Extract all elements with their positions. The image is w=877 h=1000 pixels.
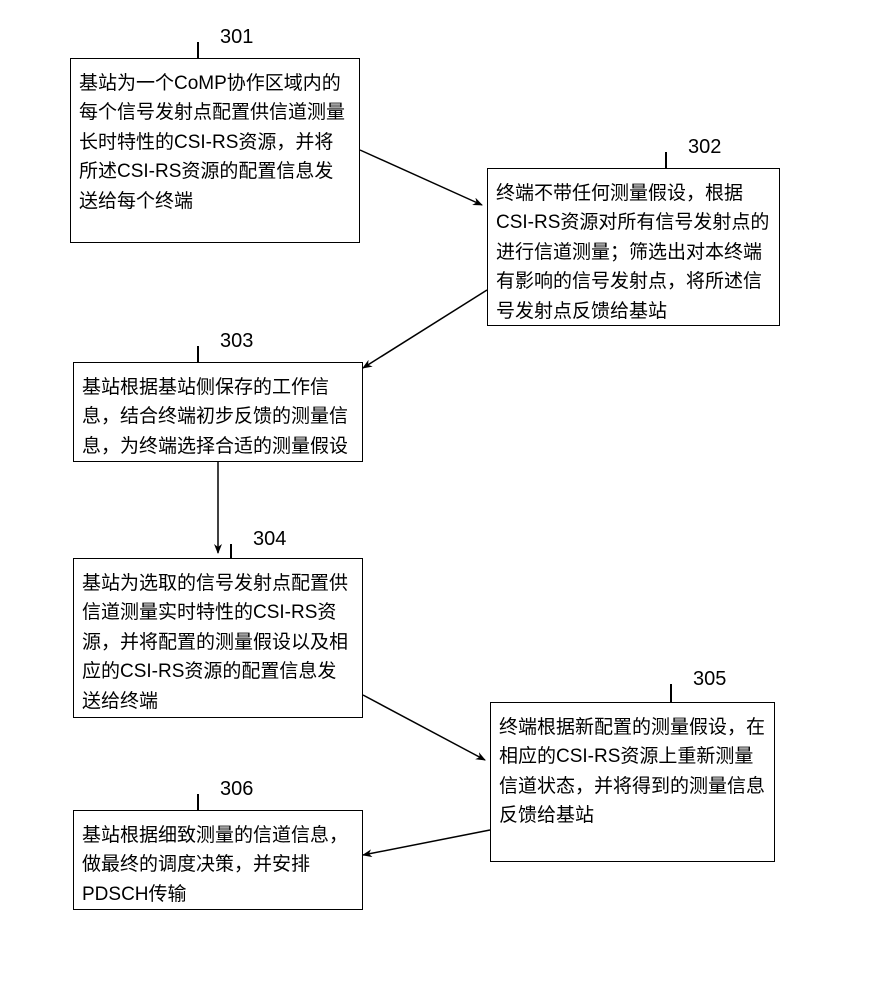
arrow-304-305 xyxy=(363,695,485,760)
node-303: 基站根据基站侧保存的工作信息，结合终端初步反馈的测量信息，为终端选择合适的测量假… xyxy=(73,362,363,462)
arrow-305-306 xyxy=(363,830,490,855)
node-306: 基站根据细致测量的信道信息，做最终的调度决策，并安排PDSCH传输 xyxy=(73,810,363,910)
node-305: 终端根据新配置的测量假设，在相应的CSI-RS资源上重新测量信道状态，并将得到的… xyxy=(490,702,775,862)
node-304-text: 基站为选取的信号发射点配置供信道测量实时特性的CSI-RS资源，并将配置的测量假… xyxy=(82,573,348,712)
arrow-301-302 xyxy=(360,150,482,205)
label-302: 302 xyxy=(688,136,721,159)
label-304: 304 xyxy=(253,528,286,551)
node-306-text: 基站根据细致测量的信道信息，做最终的调度决策，并安排PDSCH传输 xyxy=(82,825,348,905)
node-301: 基站为一个CoMP协作区域内的每个信号发射点配置供信道测量长时特性的CSI-RS… xyxy=(70,58,360,243)
label-301: 301 xyxy=(220,26,253,49)
label-305: 305 xyxy=(693,668,726,691)
label-306: 306 xyxy=(220,778,253,801)
label-303: 303 xyxy=(220,330,253,353)
node-305-text: 终端根据新配置的测量假设，在相应的CSI-RS资源上重新测量信道状态，并将得到的… xyxy=(499,717,765,826)
node-304: 基站为选取的信号发射点配置供信道测量实时特性的CSI-RS资源，并将配置的测量假… xyxy=(73,558,363,718)
node-301-text: 基站为一个CoMP协作区域内的每个信号发射点配置供信道测量长时特性的CSI-RS… xyxy=(79,73,345,212)
node-303-text: 基站根据基站侧保存的工作信息，结合终端初步反馈的测量信息，为终端选择合适的测量假… xyxy=(82,377,348,457)
arrow-302-303 xyxy=(363,290,487,368)
label-tick-305 xyxy=(670,684,672,702)
node-302-text: 终端不带任何测量假设，根据CSI-RS资源对所有信号发射点的进行信道测量；筛选出… xyxy=(496,183,769,322)
node-302: 终端不带任何测量假设，根据CSI-RS资源对所有信号发射点的进行信道测量；筛选出… xyxy=(487,168,780,326)
